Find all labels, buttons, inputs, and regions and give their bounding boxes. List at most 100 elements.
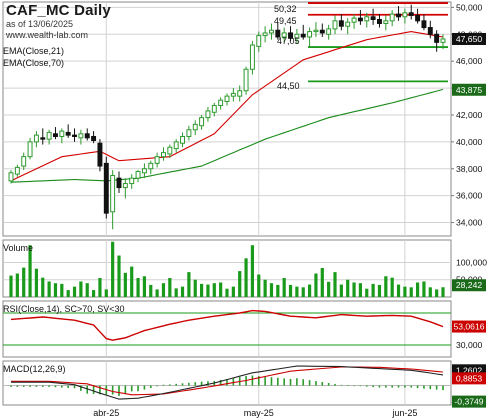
volume-bar: [231, 286, 235, 297]
macd-hist-bar: [92, 385, 95, 394]
volume-bar: [358, 283, 363, 297]
ema70-line: [10, 88, 444, 183]
candle-body: [402, 12, 408, 18]
candle-body: [154, 156, 160, 164]
volume-bar: [199, 283, 204, 297]
volume-bar: [22, 267, 26, 297]
volume-bar: [187, 272, 191, 297]
volume-bar: [403, 286, 407, 297]
volume-bar: [34, 268, 39, 297]
macd-hist-bar: [54, 385, 57, 388]
volume-y-tick-label: 100,000: [456, 257, 487, 267]
rsi-y-tick-label: 30,000: [456, 340, 483, 350]
x-tick-label: abr-25: [93, 408, 119, 418]
macd-pane-label: MACD(12,26,9): [3, 364, 66, 374]
volume-bar: [441, 287, 445, 297]
macd-hist-bar: [321, 382, 324, 386]
ema70-value-badge-box: [452, 83, 486, 96]
candle-body: [364, 16, 370, 22]
ema21-line: [10, 31, 444, 182]
macd-hist-bar: [118, 385, 120, 396]
volume-bar: [352, 282, 356, 297]
candle-body: [148, 162, 154, 170]
price-y-tick-label: 42,000: [456, 110, 483, 120]
candle-body: [59, 130, 65, 137]
macd-hist-bar: [435, 385, 438, 390]
macd-hist-bar: [99, 385, 101, 395]
macd-hist-bar: [48, 385, 50, 387]
level-annotation-support: 47,05: [277, 36, 300, 46]
volume-bar: [180, 286, 185, 297]
macd-hist-bar: [365, 385, 368, 387]
candle-body: [78, 133, 84, 139]
macd-hist-bar: [423, 385, 425, 389]
candle-body: [84, 133, 90, 139]
candle-body: [14, 166, 20, 175]
candle-body: [8, 172, 14, 182]
candle-body: [167, 146, 173, 155]
volume-bar: [263, 279, 267, 297]
volume-bar: [339, 284, 343, 297]
volume-bar: [53, 283, 58, 297]
volume-bar: [41, 277, 45, 297]
volume-bar: [276, 284, 280, 297]
macd-hist-bar: [207, 381, 209, 386]
close-price-badge-box: [452, 32, 486, 45]
level-annotation-high: 50,32: [274, 4, 297, 14]
macd-hist-bar: [35, 385, 38, 387]
volume-bar: [60, 283, 64, 297]
candle-body: [46, 131, 52, 140]
macd-hist-badge: -0,3749: [454, 397, 483, 407]
macd-hist-bar: [22, 385, 25, 387]
macd-hist-bar: [188, 382, 190, 386]
candle-body: [161, 152, 166, 158]
candle-body: [415, 14, 421, 22]
volume-bar: [346, 279, 350, 297]
macd-hist-bar: [289, 378, 292, 386]
price-y-tick-label: 36,000: [456, 191, 483, 201]
price-y-tick-label: 46,000: [456, 56, 483, 66]
volume-bar: [244, 258, 248, 297]
volume-bar: [377, 284, 382, 297]
candle-body: [275, 29, 281, 38]
volume-pane-label: Volume: [3, 243, 34, 253]
macd-hist-bar: [410, 385, 413, 388]
macd-hist-bar: [378, 385, 381, 388]
candle-body: [116, 177, 122, 189]
macd-hist-bar: [41, 385, 44, 387]
x-tick-label: may-25: [244, 408, 274, 418]
candle-body: [396, 13, 401, 18]
macd-line: [11, 365, 444, 400]
macd-hist-bar: [111, 385, 114, 395]
macd-signal-badge: 0,8853: [456, 373, 483, 383]
candle-body: [440, 38, 446, 43]
candle-body: [97, 142, 103, 167]
rsi-value-badge-box: [452, 320, 486, 333]
macd-hist-bar: [219, 379, 222, 386]
candle-body: [40, 137, 46, 140]
macd-hist-bar: [10, 385, 12, 387]
volume-bar: [257, 274, 261, 297]
rsi-pane-frame: [2, 300, 452, 358]
macd-signal-badge-box: [452, 372, 486, 385]
volume-bar: [435, 289, 439, 297]
candle-body: [319, 29, 325, 34]
candle-body: [345, 21, 351, 27]
volume-bar: [9, 275, 13, 297]
macd-hist-bar: [359, 385, 362, 387]
macd-hist-bar: [124, 385, 127, 394]
volume-bar: [66, 290, 70, 297]
volume-bar: [130, 266, 134, 297]
candle-body: [224, 95, 230, 103]
candle-body: [33, 134, 39, 143]
candle-body: [65, 131, 71, 136]
volume-bar: [28, 245, 32, 297]
candle-body: [294, 33, 300, 39]
candle-body: [218, 99, 224, 107]
macd-hist-bar: [232, 377, 235, 386]
rsi-value-badge: 53,0616: [453, 322, 484, 332]
candle-body: [434, 33, 440, 43]
macd-hist-bar: [416, 385, 419, 389]
